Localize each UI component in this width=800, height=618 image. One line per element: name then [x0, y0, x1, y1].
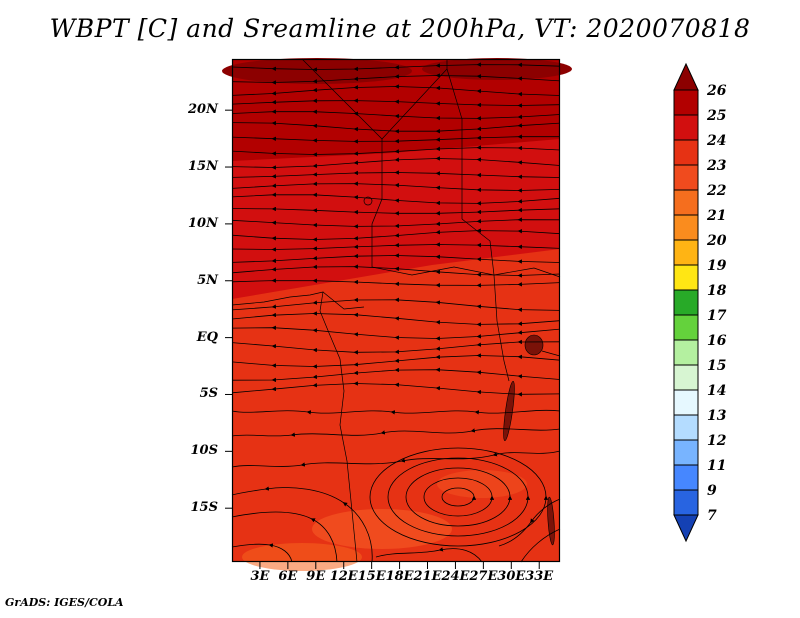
- anticyclone-streamline: [441, 487, 477, 507]
- x-tick-label: 21E: [413, 569, 442, 584]
- anticyclone-streamline: [423, 477, 495, 517]
- colorbar-label: 25: [706, 108, 726, 124]
- y-tick-label: 15N: [188, 159, 218, 175]
- y-axis-labels: 20N 15N 10N 5N EQ 5S 10S 15S: [172, 59, 226, 562]
- y-tick-label: 5S: [199, 386, 218, 402]
- x-tick-label: 9E: [306, 569, 326, 584]
- colorbar: 26 25 24 23 22 21 20 19 18 17 16 15 14 13 12 11 9 7: [673, 62, 727, 543]
- colorbar-label: 18: [707, 283, 727, 299]
- x-tick-label: 15E: [357, 569, 386, 584]
- colorbar-segment: [673, 339, 699, 366]
- colorbar-label: 7: [707, 508, 717, 524]
- axis-tick-marks: [225, 109, 540, 569]
- colorbar-segment: [673, 289, 699, 316]
- y-tick-label: 10S: [190, 443, 218, 459]
- y-tick-label: 10N: [188, 215, 218, 231]
- colorbar-label: 13: [707, 408, 727, 424]
- colorbar-label: 11: [707, 458, 726, 474]
- colorbar-label: 9: [707, 483, 717, 499]
- x-tick-label: 3E: [250, 569, 270, 584]
- map-plot: [222, 58, 572, 571]
- colorbar-segment: [673, 114, 699, 141]
- colorbar-segment: [673, 489, 699, 516]
- colorbar-bottom-arrow: [673, 514, 699, 543]
- colorbar-segment: [673, 464, 699, 491]
- chart-title: WBPT [C] and Sreamline at 200hPa, VT: 20…: [49, 14, 751, 43]
- colorbar-label: 19: [707, 258, 727, 274]
- plot-frame: [231, 58, 561, 563]
- x-tick-label: 12E: [329, 569, 358, 584]
- colorbar-top-arrow: [673, 62, 699, 91]
- colorbar-segment: [673, 89, 699, 116]
- x-axis-labels: 3E 6E 9E 12E 15E 18E 21E 24E 27E 30E 33E: [232, 562, 560, 588]
- colorbar-label: 12: [707, 433, 727, 449]
- colorbar-label: 21: [706, 208, 726, 224]
- colorbar-segment: [673, 414, 699, 441]
- colorbar-segment: [673, 214, 699, 241]
- shaded-temperature-field: [222, 58, 572, 571]
- colorbar-segment: [673, 314, 699, 341]
- y-tick-label: 5N: [197, 272, 218, 288]
- colorbar-label: 20: [706, 233, 727, 249]
- colorbar-segment: [673, 239, 699, 266]
- streamlines: [231, 62, 561, 563]
- colorbar-label: 14: [707, 383, 726, 399]
- colorbar-label: 23: [706, 158, 727, 174]
- map-area: 20N 15N 10N 5N EQ 5S 10S 15S 3E 6E 9E 12E 15E 18E 21E…: [188, 58, 572, 584]
- colorbar-label: 16: [707, 333, 727, 349]
- colorbar-label: 22: [706, 183, 727, 199]
- colorbar-segment: [673, 364, 699, 391]
- x-tick-label: 18E: [385, 569, 414, 584]
- anticyclone-streamline: [405, 467, 513, 527]
- colorbar-label: 15: [707, 358, 726, 374]
- colorbar-segment: [673, 139, 699, 166]
- grads-credit: GrADS: IGES/COLA: [5, 596, 124, 609]
- colorbar-segment: [673, 164, 699, 191]
- x-tick-label: 27E: [469, 569, 498, 584]
- y-tick-label: EQ: [196, 329, 218, 345]
- y-tick-label: 20N: [188, 102, 218, 118]
- colorbar-label: 26: [706, 83, 727, 99]
- colorbar-segment: [673, 189, 699, 216]
- colorbar-segment: [673, 439, 699, 466]
- x-tick-label: 24E: [441, 569, 470, 584]
- colorbar-label: 17: [707, 308, 727, 324]
- colorbar-segment: [673, 264, 699, 291]
- lake-victoria: [524, 334, 544, 356]
- x-tick-label: 30E: [497, 569, 526, 584]
- colorbar-segment: [673, 389, 699, 416]
- x-tick-label: 33E: [525, 569, 554, 584]
- y-tick-label: 15S: [190, 500, 218, 516]
- colorbar-label: 24: [706, 133, 726, 149]
- x-tick-label: 6E: [278, 569, 298, 584]
